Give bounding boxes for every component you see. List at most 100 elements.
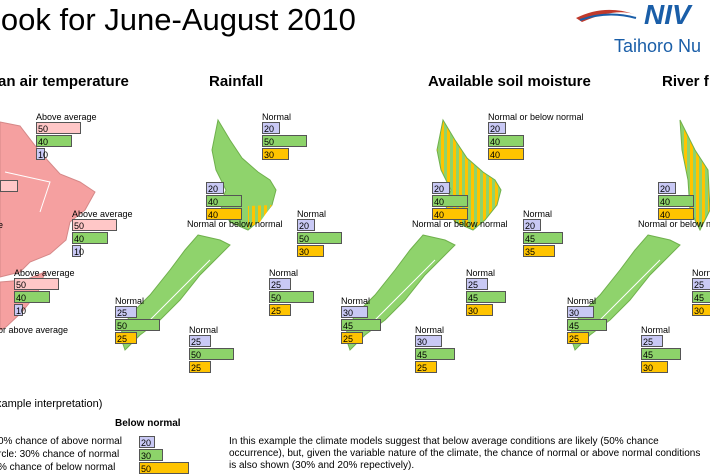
bar-below: 25 <box>341 332 363 344</box>
prob-bars: 30 45 25 <box>341 306 381 345</box>
example-row-text: rcle: 30% chance of normal <box>0 449 120 460</box>
region-label: Normal <box>466 268 496 278</box>
region-label: Above average <box>36 112 97 122</box>
prob-bars: 20 50 30 <box>262 122 307 161</box>
bar-above: 50 <box>36 122 81 134</box>
prob-bars: 25 50 25 <box>269 278 314 317</box>
region-label: Normal <box>523 209 553 219</box>
bar-normal: 40 <box>432 195 468 207</box>
bar-above: 20 <box>658 182 676 194</box>
bar-below: 10 <box>72 245 85 257</box>
region-label: Normal or below normal <box>488 112 584 122</box>
bar-above: 20 <box>262 122 280 134</box>
bar-normal: 40 <box>658 195 694 207</box>
bar-above: 20 <box>488 122 506 134</box>
prob-bars: 20 40 40 <box>206 182 242 221</box>
region-label: or above average <box>0 325 69 335</box>
panel-title-soil-moisture: Available soil moisture <box>428 73 591 90</box>
bar-below: 35 <box>523 245 555 257</box>
example-row: % chance of below normal <box>0 462 115 473</box>
prob-bars: 50 40 10 <box>14 278 59 317</box>
region-label: Normal <box>415 325 445 335</box>
prob-bars <box>0 180 18 193</box>
bar-above: 25 <box>189 335 211 347</box>
bar-normal: 40 <box>488 135 524 147</box>
region-label: Above average <box>14 268 75 278</box>
prob-bars: 50 40 10 <box>72 219 117 258</box>
region-label: Normal <box>341 296 371 306</box>
bar-normal: 50 <box>297 232 342 244</box>
bar-below: 25 <box>115 332 137 344</box>
prob-bars: 25 50 25 <box>115 306 160 345</box>
example-row: 0% chance of above normal <box>0 436 122 447</box>
page-title: look for June-August 2010 <box>0 2 356 37</box>
bar-normal: 45 <box>692 291 710 303</box>
bar-above: 25 <box>115 306 137 318</box>
bar-normal: 45 <box>641 348 681 360</box>
prob-bars: 25 45 30 <box>641 335 681 374</box>
example-bar-below: 50 <box>139 462 189 474</box>
bar-normal: 40 <box>36 135 72 147</box>
region-label: Normal <box>189 325 219 335</box>
bar-above: 25 <box>269 278 291 290</box>
bar-below: 25 <box>415 361 437 373</box>
logo-text: Taihoro Nu <box>614 36 702 56</box>
region-label: Normal <box>262 112 292 122</box>
example-row-text: 0% chance of above normal <box>0 436 122 447</box>
region-label: Normal or below normal <box>412 219 508 229</box>
bar-normal: 45 <box>567 319 607 331</box>
region-label: Normal or below normal <box>638 219 710 229</box>
region-label: Normal or below normal <box>187 219 283 229</box>
bar-below: 40 <box>206 208 242 220</box>
logo-mark: NIV <box>644 0 693 30</box>
panel-title-temperature: an air temperature <box>0 73 129 90</box>
bar-above: 30 <box>415 335 442 347</box>
bar-below: 25 <box>269 304 291 316</box>
prob-bars: 25 45 30 <box>692 278 710 317</box>
prob-bars: 20 40 40 <box>432 182 468 221</box>
region-label: e <box>0 220 4 230</box>
bar-below: 40 <box>658 208 694 220</box>
bar-below: 40 <box>488 148 524 160</box>
region-label: Above average <box>72 209 133 219</box>
bar-below: 25 <box>189 361 211 373</box>
example-bar-above: 20 <box>139 436 155 448</box>
bar-normal: 40 <box>206 195 242 207</box>
prob-bars: 30 45 25 <box>415 335 455 374</box>
region-label: Normal <box>115 296 145 306</box>
bar-below: 30 <box>262 148 289 160</box>
prob-bars: 25 45 30 <box>466 278 506 317</box>
region-label: Normal <box>567 296 597 306</box>
bar-above: 20 <box>432 182 450 194</box>
bar-above: 25 <box>641 335 663 347</box>
bar-normal: 40 <box>72 232 108 244</box>
bar-normal: 50 <box>115 319 160 331</box>
example-bar-normal: 30 <box>139 449 163 461</box>
bar-normal: 45 <box>415 348 455 360</box>
niwa-logo: NIV <box>576 0 693 30</box>
bar-above: 30 <box>341 306 368 318</box>
region-label: Normal <box>269 268 299 278</box>
bar-above: 20 <box>523 219 541 231</box>
bar-below: 40 <box>432 208 468 220</box>
bar-normal: 40 <box>14 291 50 303</box>
prob-bars: 25 50 25 <box>189 335 234 374</box>
bar-below: 10 <box>36 148 49 160</box>
prob-bars: 20 40 40 <box>488 122 524 161</box>
bar-above: 50 <box>72 219 117 231</box>
bar-above <box>0 180 18 192</box>
example-row-text: % chance of below normal <box>0 462 116 473</box>
bar-below: 30 <box>466 304 493 316</box>
bar-normal: 50 <box>189 348 234 360</box>
prob-bars: 30 45 25 <box>567 306 607 345</box>
bar-above: 25 <box>692 278 710 290</box>
bar-above: 20 <box>297 219 315 231</box>
prob-bars: 20 45 35 <box>523 219 563 258</box>
example-heading: Below normal <box>115 418 181 429</box>
example-row: rcle: 30% chance of normal <box>0 449 119 460</box>
bar-below: 30 <box>641 361 668 373</box>
bar-above: 30 <box>567 306 594 318</box>
region-label: Normal <box>297 209 327 219</box>
bar-below: 25 <box>567 332 589 344</box>
bar-below: 30 <box>692 304 710 316</box>
